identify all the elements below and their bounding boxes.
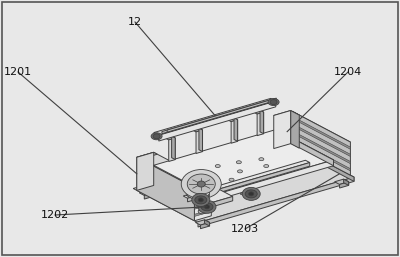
Polygon shape: [293, 112, 350, 175]
Text: 1204: 1204: [334, 67, 362, 77]
Ellipse shape: [229, 178, 234, 181]
Ellipse shape: [270, 99, 277, 105]
Polygon shape: [194, 209, 211, 216]
Ellipse shape: [215, 164, 220, 168]
Polygon shape: [137, 152, 154, 190]
Polygon shape: [204, 220, 210, 226]
Polygon shape: [293, 131, 350, 164]
Polygon shape: [274, 111, 291, 149]
Polygon shape: [293, 138, 350, 171]
Ellipse shape: [187, 174, 215, 194]
Polygon shape: [241, 187, 254, 195]
Text: 1201: 1201: [4, 67, 32, 77]
Polygon shape: [137, 152, 157, 159]
Polygon shape: [293, 124, 350, 157]
Polygon shape: [283, 152, 292, 158]
Ellipse shape: [249, 192, 254, 196]
Polygon shape: [194, 195, 211, 202]
Text: 1203: 1203: [231, 224, 259, 234]
Polygon shape: [274, 111, 299, 120]
Polygon shape: [211, 160, 334, 201]
Ellipse shape: [181, 170, 221, 199]
Polygon shape: [278, 150, 292, 155]
Polygon shape: [144, 193, 154, 199]
Polygon shape: [276, 112, 350, 147]
Ellipse shape: [204, 205, 210, 209]
Polygon shape: [148, 190, 154, 196]
Ellipse shape: [151, 133, 162, 140]
Polygon shape: [154, 98, 276, 135]
Polygon shape: [154, 130, 334, 196]
Ellipse shape: [198, 198, 203, 202]
Ellipse shape: [242, 187, 260, 200]
Polygon shape: [194, 188, 211, 195]
Polygon shape: [137, 157, 194, 221]
Polygon shape: [289, 143, 354, 181]
Polygon shape: [257, 112, 264, 136]
Ellipse shape: [245, 190, 257, 198]
Polygon shape: [186, 187, 233, 205]
Polygon shape: [228, 118, 238, 122]
Ellipse shape: [197, 181, 205, 187]
Polygon shape: [234, 118, 238, 141]
Polygon shape: [133, 143, 354, 223]
Ellipse shape: [198, 200, 206, 205]
Ellipse shape: [195, 196, 207, 204]
Polygon shape: [291, 111, 299, 148]
Polygon shape: [276, 112, 293, 150]
Polygon shape: [234, 183, 254, 191]
Polygon shape: [260, 110, 264, 134]
Ellipse shape: [259, 158, 264, 161]
Polygon shape: [172, 136, 175, 160]
Polygon shape: [254, 110, 264, 114]
Polygon shape: [169, 138, 175, 161]
Ellipse shape: [192, 194, 210, 206]
Ellipse shape: [153, 134, 160, 139]
Polygon shape: [139, 190, 154, 196]
Polygon shape: [288, 150, 292, 156]
Polygon shape: [192, 128, 202, 132]
Polygon shape: [204, 197, 233, 209]
Polygon shape: [196, 130, 202, 153]
Polygon shape: [194, 183, 211, 221]
Polygon shape: [231, 120, 238, 143]
Ellipse shape: [201, 203, 213, 211]
Text: 1202: 1202: [41, 210, 69, 220]
Ellipse shape: [198, 209, 206, 214]
Polygon shape: [199, 128, 202, 152]
Ellipse shape: [236, 161, 241, 164]
Polygon shape: [194, 202, 211, 209]
Polygon shape: [183, 160, 310, 198]
Polygon shape: [198, 177, 354, 227]
Ellipse shape: [264, 164, 269, 168]
Polygon shape: [200, 223, 210, 229]
Polygon shape: [162, 100, 271, 134]
Text: 12: 12: [128, 17, 142, 27]
Polygon shape: [159, 101, 276, 141]
Polygon shape: [276, 130, 334, 166]
Polygon shape: [165, 136, 175, 140]
Ellipse shape: [268, 99, 279, 106]
Ellipse shape: [238, 170, 242, 173]
Polygon shape: [137, 152, 211, 188]
Polygon shape: [334, 179, 349, 185]
Ellipse shape: [198, 200, 216, 213]
Polygon shape: [344, 179, 349, 185]
Polygon shape: [167, 98, 276, 132]
Polygon shape: [293, 117, 350, 149]
Polygon shape: [188, 162, 310, 202]
Polygon shape: [340, 182, 349, 188]
Polygon shape: [196, 220, 210, 225]
